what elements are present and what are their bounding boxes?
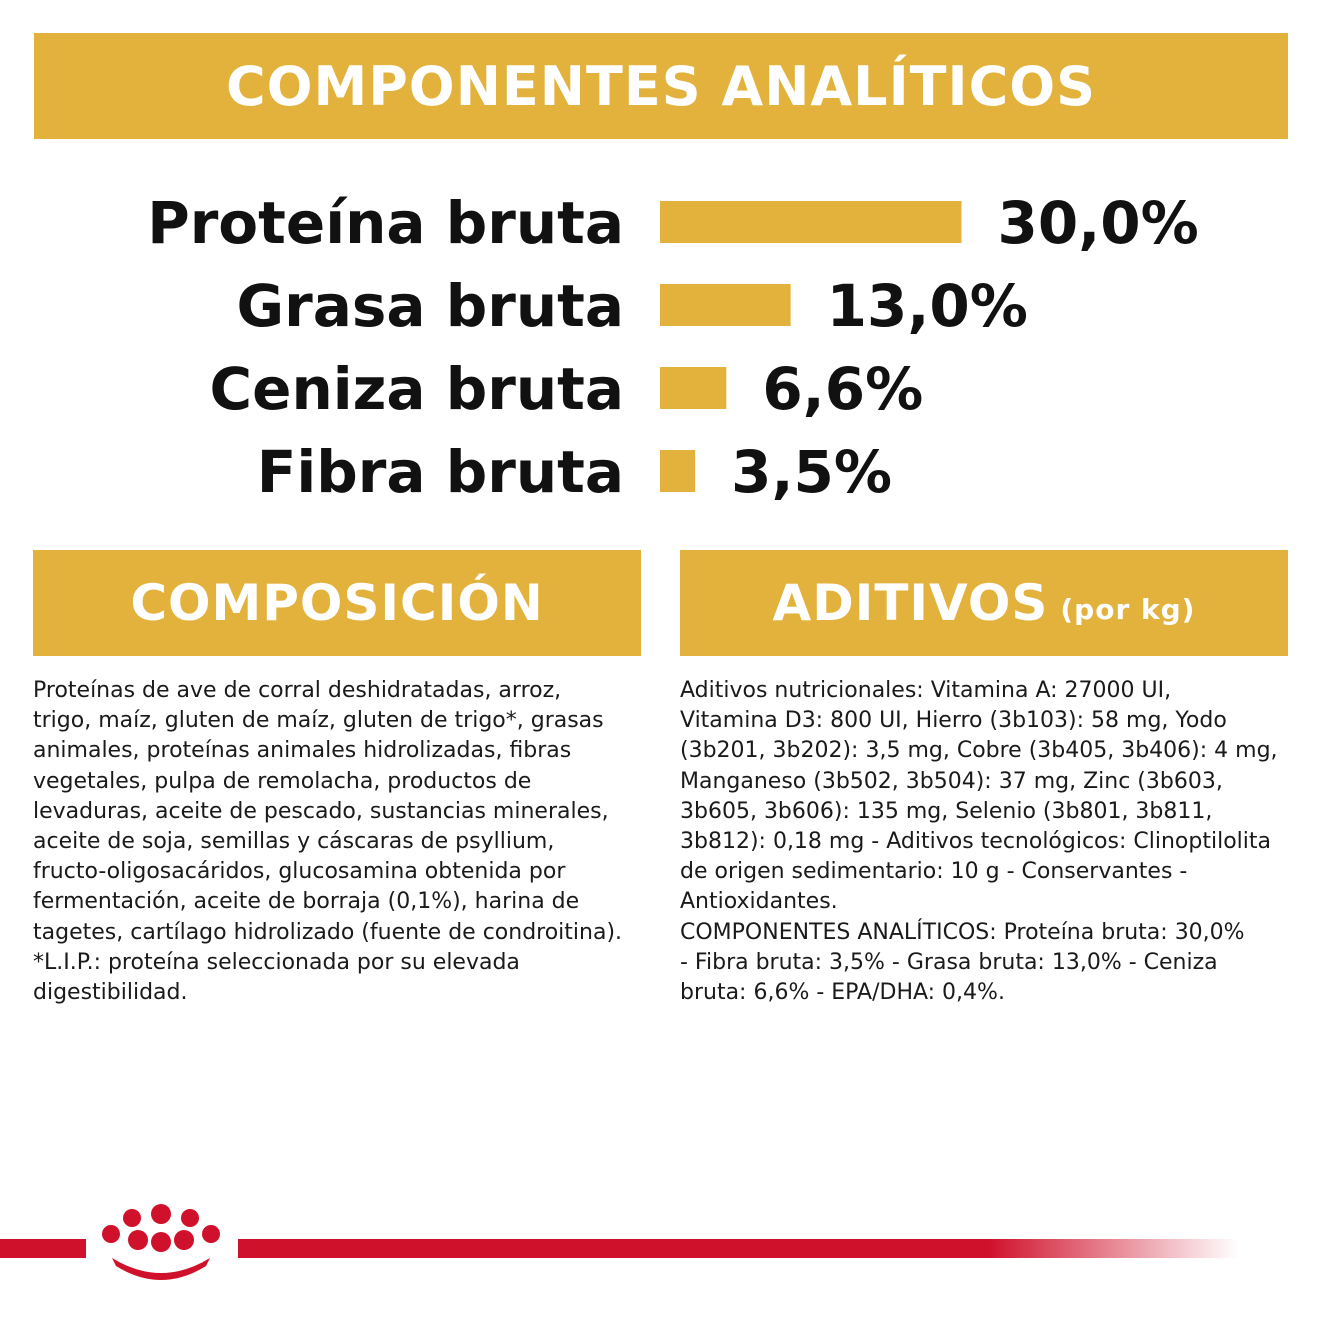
footer-brand-bar (0, 1204, 1238, 1280)
additives-text: Aditivos nutricionales: Vitamina A: 2700… (680, 678, 1278, 1006)
value-label-ceniza-bruta: 6,6% (762, 355, 923, 423)
composition-title: COMPOSICIÓN (130, 574, 544, 632)
value-label-proteina-bruta: 30,0% (998, 189, 1199, 257)
footer-red-line-left (0, 1239, 86, 1258)
value-label-grasa-bruta: 13,0% (827, 272, 1028, 340)
value-label-fibra-bruta: 3,5% (731, 438, 892, 506)
additives-title-suffix: (por kg) (1060, 592, 1196, 626)
bar-fibra-bruta (660, 450, 696, 492)
bar-grasa-bruta (660, 284, 791, 326)
category-label-ceniza-bruta: Ceniza bruta (210, 355, 624, 423)
category-label-proteina-bruta: Proteína bruta (147, 189, 624, 257)
category-label-fibra-bruta: Fibra bruta (257, 438, 624, 506)
additives-title: ADITIVOS (772, 574, 1049, 632)
category-label-grasa-bruta: Grasa bruta (237, 272, 624, 340)
analytic-components-title: COMPONENTES ANALÍTICOS (225, 54, 1097, 118)
bar-proteina-bruta (660, 201, 962, 243)
composition-banner: COMPOSICIÓN (33, 550, 641, 656)
bar-ceniza-bruta (660, 367, 727, 409)
crown-icon (102, 1204, 220, 1280)
additives-banner: ADITIVOS (por kg) (680, 550, 1288, 656)
analytic-components-banner: COMPONENTES ANALÍTICOS (34, 33, 1288, 139)
composition-text: Proteínas de ave de corral deshidratadas… (33, 678, 623, 1006)
footer-red-line-right (238, 1239, 1238, 1258)
nutrient-bar-chart: Proteína bruta 30,0% Grasa bruta 13,0% Ceniz… (147, 189, 1199, 506)
